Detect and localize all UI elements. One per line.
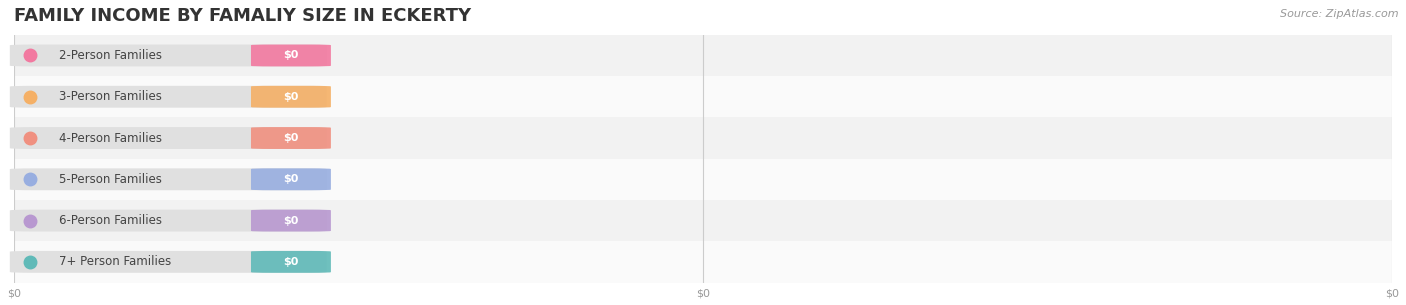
FancyBboxPatch shape bbox=[252, 45, 330, 66]
FancyBboxPatch shape bbox=[10, 168, 326, 190]
FancyBboxPatch shape bbox=[10, 127, 326, 149]
FancyBboxPatch shape bbox=[252, 210, 330, 231]
FancyBboxPatch shape bbox=[252, 251, 330, 273]
Text: 2-Person Families: 2-Person Families bbox=[59, 49, 163, 62]
Text: FAMILY INCOME BY FAMALIY SIZE IN ECKERTY: FAMILY INCOME BY FAMALIY SIZE IN ECKERTY bbox=[14, 7, 471, 25]
Bar bbox=[14, 200, 1392, 241]
Bar bbox=[14, 159, 1392, 200]
Text: $0: $0 bbox=[283, 257, 298, 267]
FancyBboxPatch shape bbox=[10, 210, 326, 231]
Bar bbox=[14, 35, 1392, 76]
Text: 3-Person Families: 3-Person Families bbox=[59, 90, 162, 103]
FancyBboxPatch shape bbox=[252, 86, 330, 108]
Text: 5-Person Families: 5-Person Families bbox=[59, 173, 162, 186]
Bar bbox=[14, 117, 1392, 159]
FancyBboxPatch shape bbox=[252, 168, 330, 190]
Bar bbox=[14, 241, 1392, 282]
FancyBboxPatch shape bbox=[10, 45, 326, 66]
FancyBboxPatch shape bbox=[10, 251, 326, 273]
Text: Source: ZipAtlas.com: Source: ZipAtlas.com bbox=[1281, 9, 1399, 19]
Text: 6-Person Families: 6-Person Families bbox=[59, 214, 163, 227]
FancyBboxPatch shape bbox=[10, 86, 326, 108]
Text: 4-Person Families: 4-Person Families bbox=[59, 131, 163, 145]
Text: $0: $0 bbox=[283, 216, 298, 226]
Text: $0: $0 bbox=[283, 133, 298, 143]
Text: $0: $0 bbox=[283, 92, 298, 102]
Text: $0: $0 bbox=[283, 174, 298, 184]
Text: $0: $0 bbox=[283, 50, 298, 60]
FancyBboxPatch shape bbox=[252, 127, 330, 149]
Bar bbox=[14, 76, 1392, 117]
Text: 7+ Person Families: 7+ Person Families bbox=[59, 255, 172, 268]
